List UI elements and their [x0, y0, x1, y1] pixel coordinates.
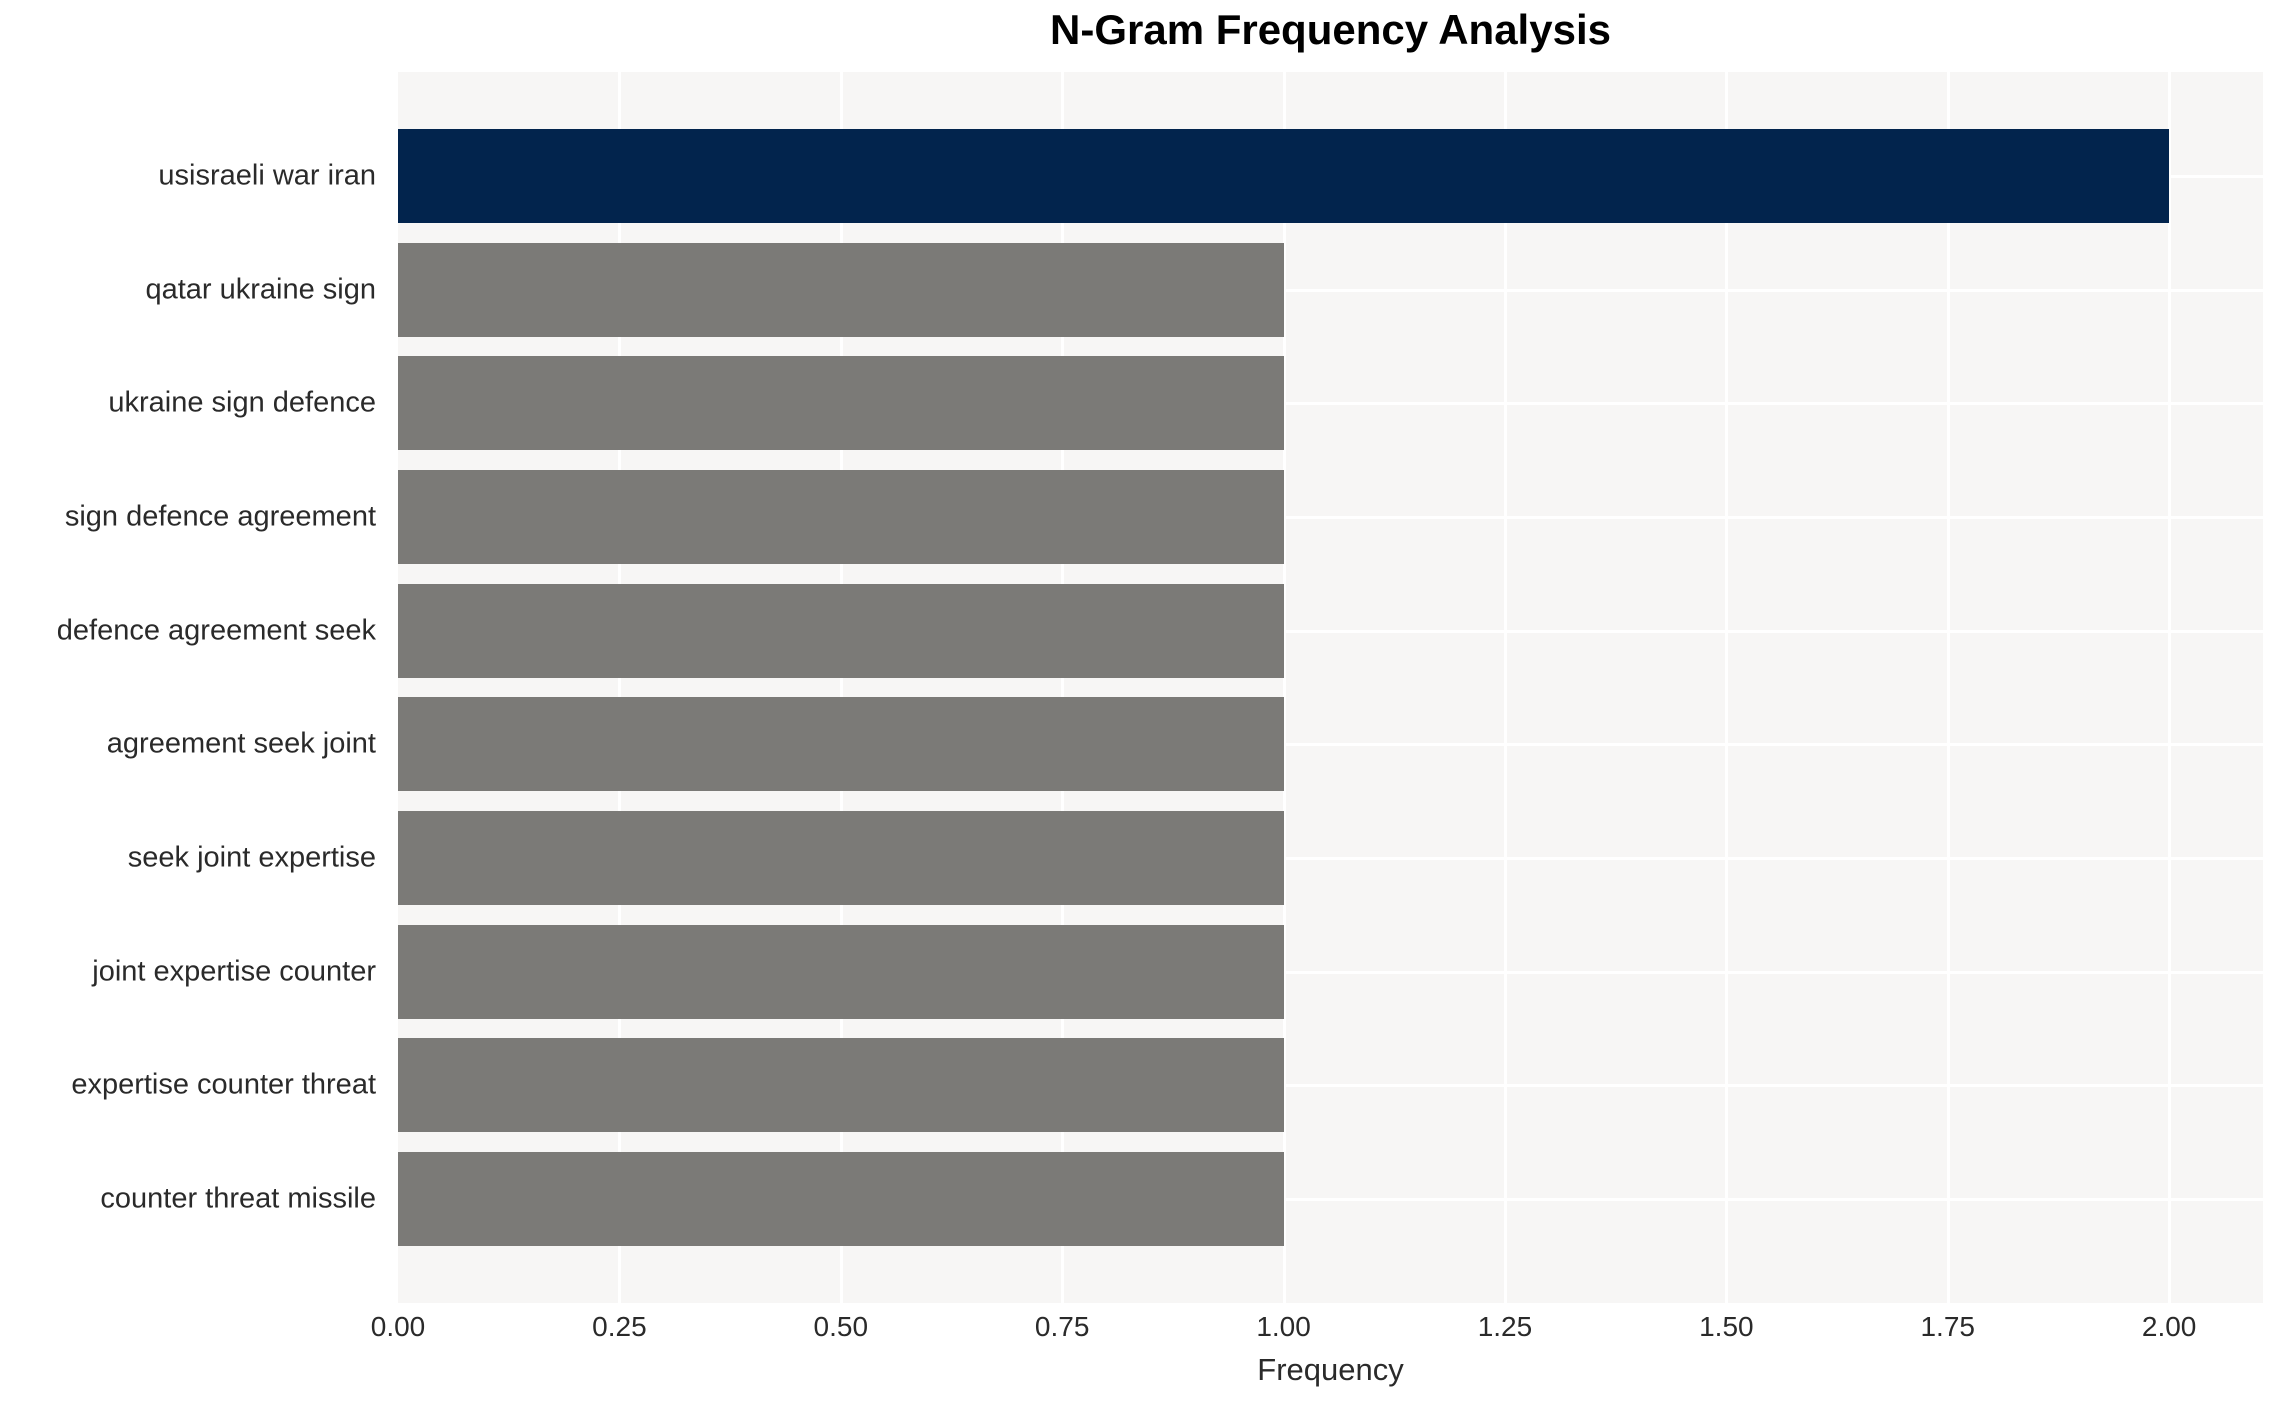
y-tick-label: defence agreement seek — [56, 614, 376, 647]
y-gridline — [398, 402, 2263, 406]
y-gridline — [398, 629, 2263, 633]
bar — [398, 1152, 1284, 1246]
y-tick-label: counter threat missile — [100, 1182, 376, 1215]
x-axis-ticks: 0.00 0.25 0.50 0.75 1.00 1.25 1.50 1.75 2.00 — [371, 1303, 2263, 1345]
x-tick-label: 1.50 — [1699, 1311, 1754, 1342]
y-tick-label: usisraeli war iran — [158, 159, 376, 192]
x-gridline — [1946, 72, 1950, 1303]
y-tick-label: expertise counter threat — [71, 1068, 376, 1101]
x-gridline — [1503, 72, 1507, 1303]
y-gridline — [398, 288, 2263, 292]
x-axis-title: Frequency — [1257, 1352, 1404, 1387]
bar — [398, 1038, 1284, 1133]
x-tick-label: 1.75 — [1920, 1311, 1975, 1342]
x-gridline — [1282, 72, 1286, 1303]
x-tick-label: 0.50 — [813, 1311, 869, 1342]
x-gridline — [839, 72, 843, 1303]
y-tick-label: joint expertise counter — [92, 955, 376, 988]
plot-area — [398, 72, 2263, 1303]
bar — [398, 924, 1284, 1019]
y-tick-label: seek joint expertise — [127, 841, 376, 874]
y-gridline — [398, 743, 2263, 747]
y-gridline — [398, 1084, 2263, 1088]
x-tick-label: 1.00 — [1256, 1311, 1311, 1342]
y-gridline — [398, 857, 2263, 860]
y-gridline — [398, 970, 2263, 974]
bar — [398, 242, 1284, 337]
y-tick-label: ukraine sign defence — [108, 386, 376, 419]
bar — [398, 129, 2170, 223]
y-gridline — [398, 1198, 2263, 1201]
x-gridline — [1725, 72, 1729, 1303]
x-tick-label: 1.25 — [1477, 1311, 1533, 1342]
x-gridline — [2168, 72, 2172, 1303]
x-gridline — [1061, 72, 1065, 1303]
bar — [398, 697, 1284, 792]
x-tick-label: 0.75 — [1034, 1311, 1090, 1342]
x-tick-label: 0.00 — [370, 1311, 426, 1342]
y-tick-label: sign defence agreement — [64, 500, 376, 533]
bar — [398, 356, 1284, 451]
x-tick-label: 0.25 — [592, 1311, 647, 1342]
y-gridline — [398, 516, 2263, 519]
bar — [398, 583, 1284, 678]
bar — [398, 470, 1284, 564]
y-axis-labels: usisraeli war iran qatar ukraine sign ukra… — [0, 72, 386, 1303]
chart-title: N-Gram Frequency Analysis — [1050, 6, 1611, 53]
x-tick-label: 2.00 — [2141, 1311, 2197, 1342]
y-tick-label: agreement seek joint — [106, 727, 376, 760]
x-gridline — [618, 72, 622, 1303]
bar — [398, 811, 1284, 905]
y-tick-label: qatar ukraine sign — [145, 273, 376, 306]
